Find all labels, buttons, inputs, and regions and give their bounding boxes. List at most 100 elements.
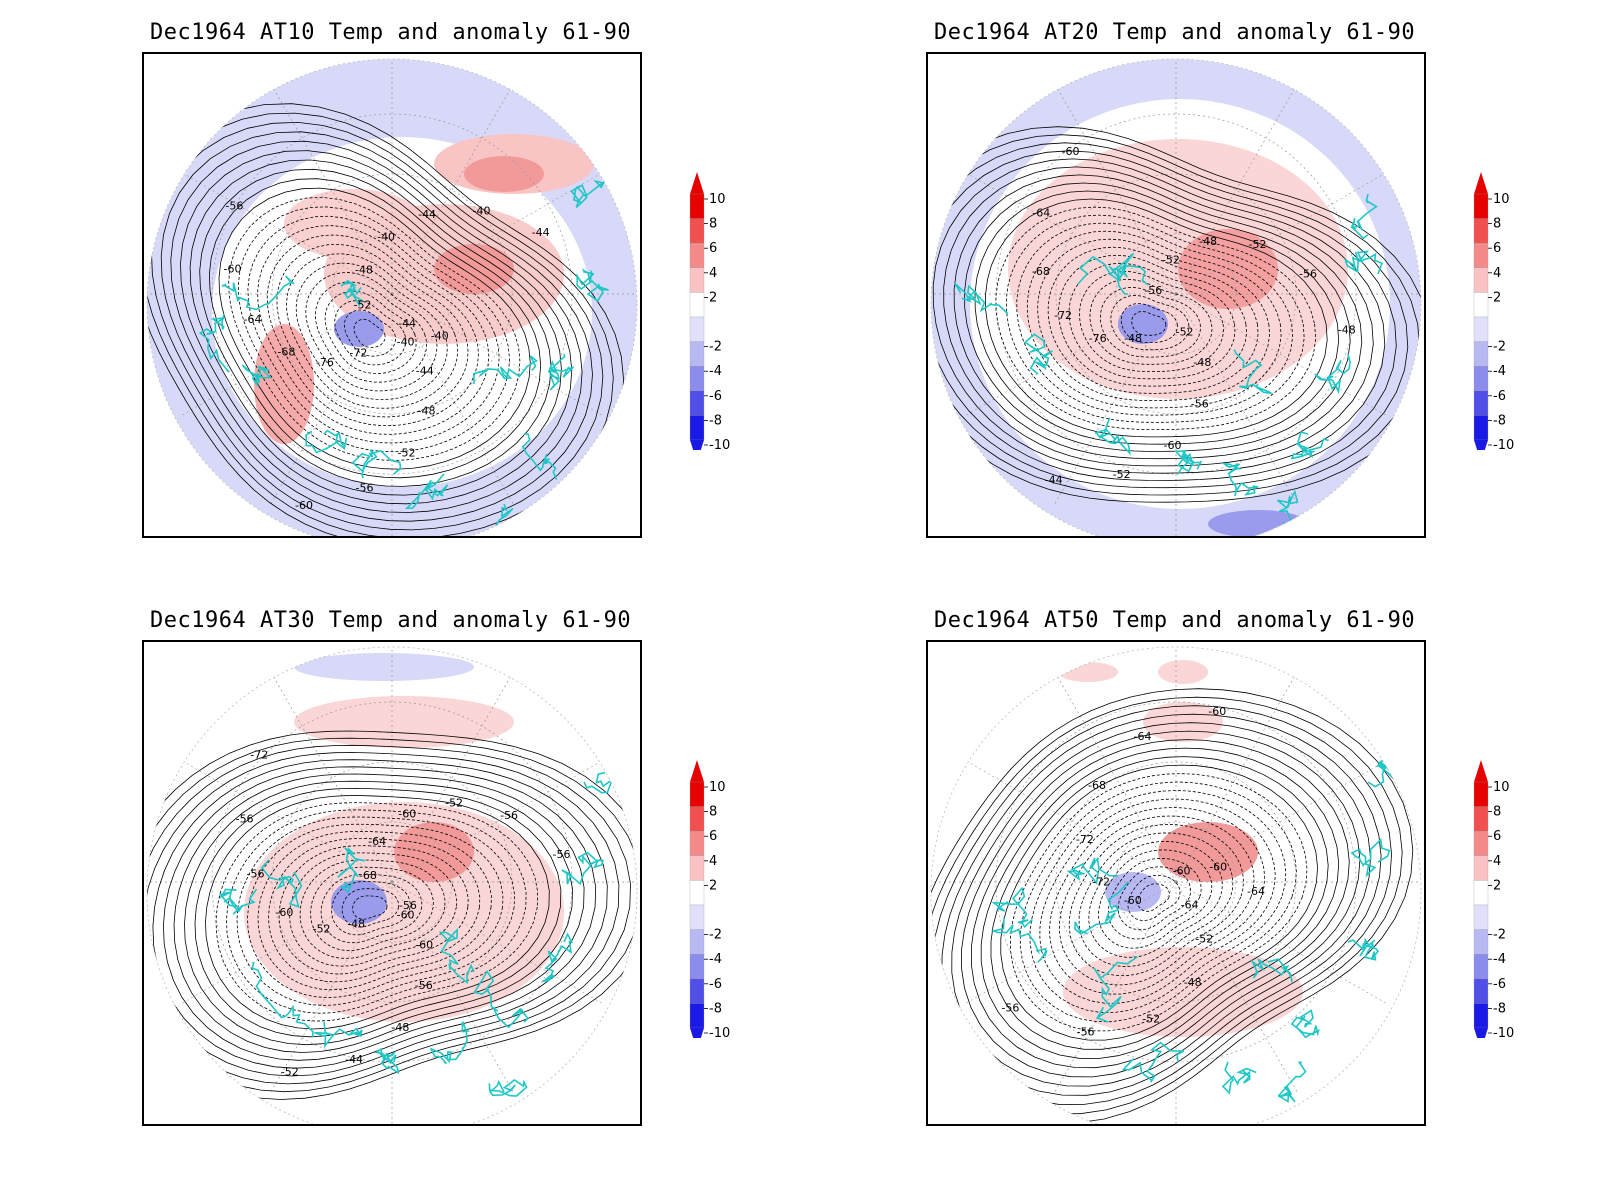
- contour-label: -44: [532, 226, 550, 239]
- coastline: [1277, 1061, 1307, 1103]
- anomaly-area: [254, 324, 314, 444]
- coastline: [340, 279, 363, 307]
- anomaly-area: [1058, 662, 1118, 682]
- coastline: [429, 1021, 470, 1065]
- coastline: [260, 859, 303, 908]
- colorbar-segment: [689, 904, 705, 930]
- contour-label: -56: [247, 868, 265, 881]
- coastline: [991, 886, 1033, 929]
- colorbar-label: -6: [1493, 977, 1506, 992]
- colorbar-label: -4: [709, 952, 722, 967]
- contour-line: [343, 309, 396, 357]
- coastline: [561, 851, 604, 886]
- contour-label: -72: [1076, 833, 1094, 846]
- coastline: [1290, 431, 1329, 460]
- colorbar-label: 10: [709, 780, 726, 795]
- contour-line: [151, 121, 604, 531]
- colorbar-label: 2: [1493, 290, 1501, 305]
- colorbar-segment: [1473, 929, 1489, 955]
- contour-line: [1016, 222, 1294, 416]
- coastline: [472, 355, 538, 385]
- colorbar: 10 8 6 4 2 -2 -4 -6 -8 -10: [1473, 172, 1514, 450]
- contour-line: [1068, 262, 1236, 380]
- coastline: [1343, 250, 1383, 275]
- temperature-contours: [931, 688, 1414, 1124]
- colorbar-segment: [1473, 267, 1489, 293]
- contour-label: -56: [236, 812, 254, 825]
- contour-line: [320, 874, 423, 944]
- colorbar-segment: [1473, 1003, 1489, 1029]
- panel-title: Dec1964 AT30 Temp and anomaly 61-90: [150, 608, 632, 633]
- map-boundary: [930, 58, 1422, 536]
- colorbar-label: -10: [709, 1026, 730, 1038]
- colorbar-segment: [1473, 390, 1489, 416]
- coastline: [990, 917, 1048, 963]
- polar-map: -40 -44 -48 -52 -56 -60 -72 -76 -68 -64 -60 -56 -52 -…: [142, 52, 642, 538]
- map-svg: -40 -44 -48 -52 -56 -60 -72 -76 -68 -64 -60 -56 -52 -…: [146, 58, 638, 536]
- colorbar-arrow-bottom: [690, 1028, 704, 1038]
- colorbar-arrow-bottom: [690, 440, 704, 450]
- contour-label: -60: [275, 906, 293, 919]
- coastline: [314, 1021, 363, 1049]
- contour-line: [295, 262, 448, 401]
- coastline: [218, 888, 258, 915]
- contour-line: [931, 688, 1414, 1124]
- colorbar-segment: [689, 341, 705, 367]
- colorbar-label: -8: [1493, 413, 1506, 428]
- polar-map: -52 -48 -56 -60 -52 -44 -48 -76 -72 -68 -64 -60 -56 -…: [926, 52, 1426, 538]
- contour-line: [1005, 214, 1305, 423]
- colorbar-label: 2: [1493, 878, 1501, 893]
- contour-line: [1010, 773, 1308, 1032]
- anomaly-area: [1118, 304, 1168, 344]
- contour-label: -68: [1032, 265, 1050, 278]
- anomaly-area: [1063, 947, 1303, 1037]
- coastline: [351, 449, 402, 479]
- contour-label: -76: [316, 356, 334, 369]
- contour-label: -56: [500, 809, 518, 822]
- colorbar-segment: [1473, 781, 1489, 807]
- map-field: -40 -44 -48 -52 -56 -60 -72 -76 -68 -64 -60 -56 -52 -…: [147, 59, 637, 536]
- contour-label: -68: [277, 345, 295, 358]
- colorbar-label: -2: [709, 928, 722, 943]
- contour-line: [995, 206, 1317, 430]
- contour-label: -48: [1124, 332, 1142, 345]
- colorbar-label: -6: [709, 389, 722, 404]
- contour-line: [353, 318, 386, 348]
- colorbar-segment: [1473, 366, 1489, 391]
- contour-label: -44: [416, 365, 434, 378]
- colorbar-label: 6: [709, 241, 717, 256]
- contour-line: [953, 174, 1363, 460]
- colorbar-label: 2: [709, 878, 717, 893]
- colorbar-arrow-top: [1474, 172, 1488, 194]
- colorbar-label: -6: [709, 977, 722, 992]
- colorbar-segment: [1473, 316, 1489, 342]
- coastline: [438, 927, 475, 985]
- contour-line: [1026, 230, 1282, 409]
- anomaly-area: [1158, 660, 1208, 684]
- contour-line: [215, 802, 539, 1022]
- panel-title: Dec1964 AT20 Temp and anomaly 61-90: [934, 20, 1416, 45]
- contour-label: -64: [1134, 730, 1152, 743]
- colorbar-segment: [689, 831, 705, 856]
- coastline: [241, 364, 272, 387]
- coastline: [1350, 193, 1378, 240]
- contour-label: -56: [399, 899, 417, 912]
- colorbar-segment: [689, 978, 705, 1004]
- contour-label: -52: [398, 447, 416, 460]
- contour-line: [961, 730, 1361, 1078]
- contour-line: [1100, 286, 1201, 358]
- coastline: [404, 473, 449, 510]
- colorbar: 10 8 6 4 2 -2 -4 -6 -8 -10: [689, 172, 730, 450]
- contour-label: -44: [398, 317, 416, 330]
- colorbar-label: -4: [1493, 952, 1506, 967]
- contour-labels: -40 -44 -48 -52 -56 -60 -72 -76 -68 -64 -60 -56 -52 -…: [224, 200, 550, 512]
- colorbar-segment: [1473, 806, 1489, 832]
- contour-label: -68: [359, 869, 377, 882]
- contour-line: [980, 747, 1340, 1059]
- colorbar-label: -4: [709, 364, 722, 379]
- contour-line: [931, 150, 1397, 481]
- coastline: [1066, 856, 1118, 885]
- coastline: [374, 1047, 400, 1075]
- contour-line: [147, 752, 620, 1077]
- contour-line: [310, 866, 434, 952]
